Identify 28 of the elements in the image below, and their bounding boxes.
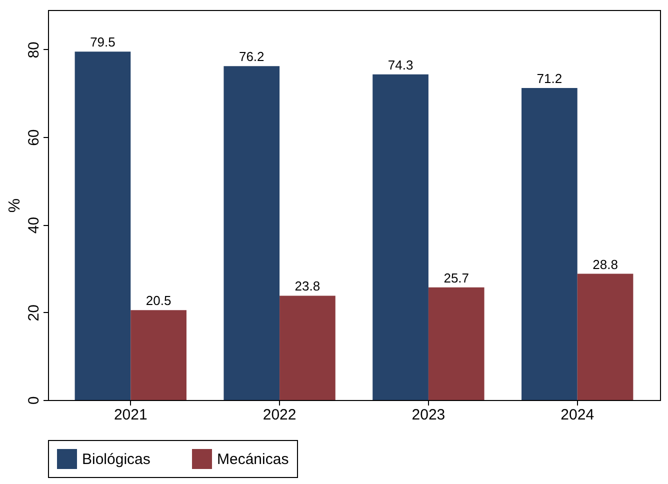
data-label: 71.2 <box>536 71 562 86</box>
data-label: 25.7 <box>444 270 470 286</box>
data-label: 28.8 <box>592 256 618 272</box>
bar <box>428 287 484 400</box>
y-tick-label: 0 <box>26 396 42 405</box>
x-tick-label: 2022 <box>262 406 296 424</box>
y-tick-label: 80 <box>26 42 42 58</box>
bar <box>74 52 131 400</box>
bar <box>224 66 280 400</box>
data-label: 79.5 <box>90 34 116 50</box>
bar <box>577 274 634 400</box>
y-tick-label: 60 <box>26 129 42 146</box>
data-label: 23.8 <box>294 278 320 294</box>
y-tick-label: 40 <box>26 216 42 234</box>
legend-label: Biológicas <box>82 451 150 468</box>
data-label: 74.3 <box>388 57 414 72</box>
data-label: 76.2 <box>238 49 264 64</box>
bar <box>130 310 186 400</box>
bar <box>372 74 428 400</box>
x-tick-label: 2021 <box>114 406 148 424</box>
legend-label: Mecánicas <box>217 451 289 468</box>
y-axis-title: % <box>6 198 24 213</box>
data-label: 20.5 <box>146 293 172 308</box>
bar <box>280 296 336 400</box>
x-tick-label: 2024 <box>560 406 594 424</box>
bar <box>522 88 578 400</box>
x-tick-label: 2023 <box>412 406 446 424</box>
y-tick-label: 20 <box>26 304 42 322</box>
